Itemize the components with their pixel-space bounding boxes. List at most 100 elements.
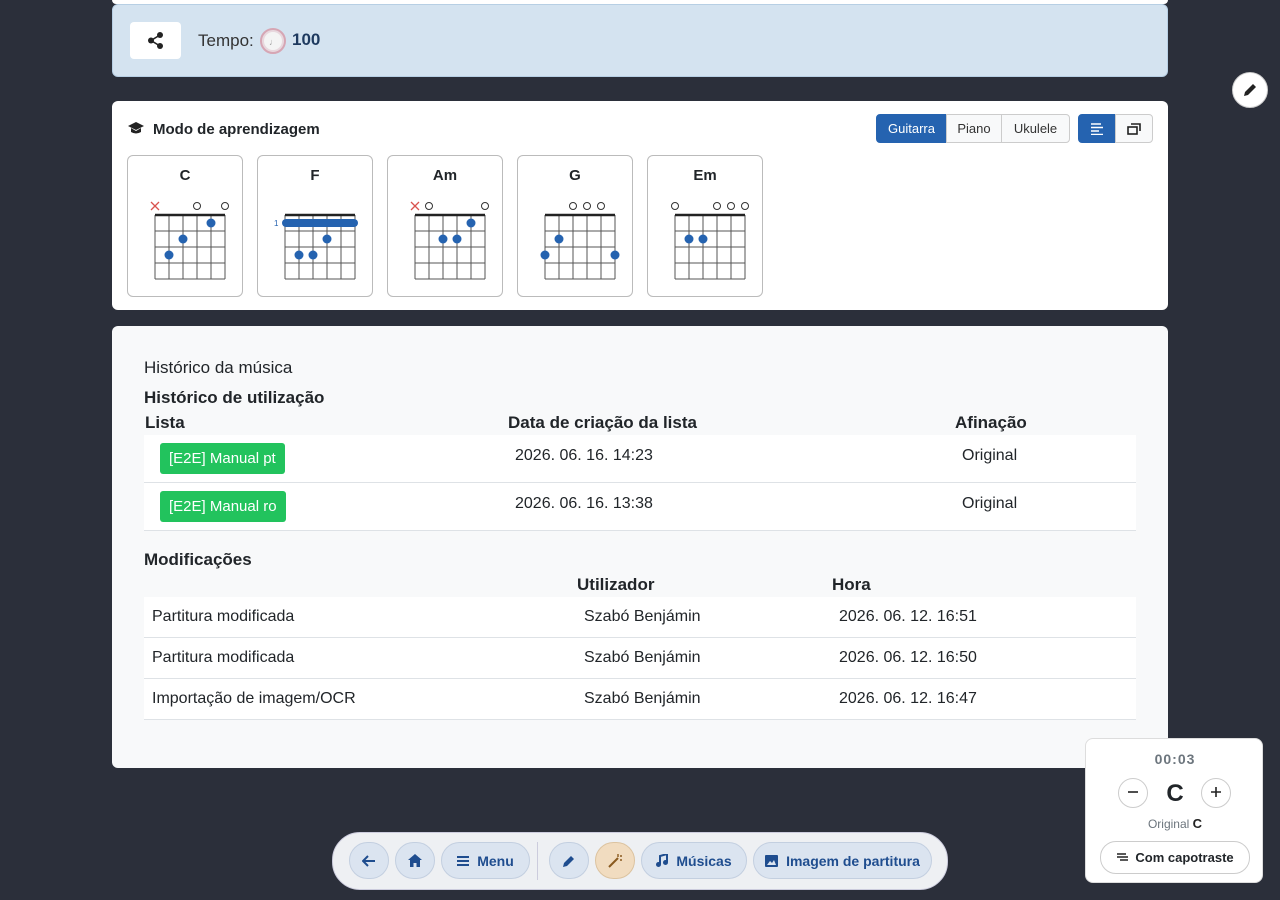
wand-icon: [608, 853, 622, 868]
home-icon: [408, 854, 422, 867]
menu-icon: [457, 855, 470, 866]
tempo-label: Tempo:: [198, 31, 254, 50]
metronome-icon[interactable]: ♩: [259, 27, 287, 55]
finger: [466, 218, 476, 228]
instrument-button[interactable]: Ukulele: [1001, 114, 1070, 143]
plus-icon: [1211, 787, 1221, 797]
list-icon: [1091, 122, 1103, 135]
chord-card[interactable]: Em: [647, 155, 763, 297]
chord-name: C: [179, 167, 191, 184]
column-header: Afinação: [955, 413, 1027, 432]
transpose-up[interactable]: [1201, 778, 1231, 808]
edit-tool-button[interactable]: [549, 842, 589, 879]
pencil-icon: [563, 855, 574, 867]
tuning: Original: [962, 447, 1018, 464]
modification-row: Partitura modificada Szabó Benjámin 2026. …: [144, 597, 1136, 638]
cell: Szabó Benjámin: [584, 608, 701, 625]
chord-name: Am: [432, 167, 458, 184]
cell: Partitura modificada: [152, 608, 295, 625]
usage-title: Histórico de utilização: [144, 388, 325, 407]
muted-string: [410, 201, 420, 211]
sheet-image-label: Imagem de partitura: [786, 852, 920, 869]
sheet-image-button[interactable]: Imagem de partitura: [753, 842, 932, 879]
music-icon: [656, 854, 669, 867]
column-header: Utilizador: [577, 575, 655, 594]
instrument-button[interactable]: Guitarra: [876, 114, 947, 143]
chord-diagram: [671, 202, 749, 280]
barre: [282, 219, 358, 227]
fret-number: 1: [274, 219, 279, 228]
tempo-value: 100: [292, 30, 321, 49]
open-string: [583, 202, 591, 210]
history-panel: Histórico da música Histórico de utiliza…: [112, 326, 1168, 768]
divider: [537, 842, 538, 880]
list-badge[interactable]: [E2E] Manual pt: [160, 443, 285, 474]
chord-card[interactable]: G: [517, 155, 633, 297]
instrument-button[interactable]: Piano: [946, 114, 1002, 143]
finger: [698, 234, 708, 244]
menu-button[interactable]: Menu: [441, 842, 530, 879]
magic-button[interactable]: [595, 842, 635, 879]
songs-button[interactable]: Músicas: [641, 842, 747, 879]
chord-diagram: [540, 202, 620, 280]
original-key: Original C: [1086, 816, 1264, 831]
finger: [322, 234, 332, 244]
cards-icon: [1127, 122, 1141, 135]
songs-label: Músicas: [676, 852, 732, 869]
view-list-button[interactable]: [1078, 114, 1116, 143]
history-title: Histórico da música: [144, 358, 293, 377]
list-badge[interactable]: [E2E] Manual ro: [160, 491, 286, 522]
cell: 2026. 06. 12. 16:51: [839, 608, 977, 625]
open-string: [221, 202, 229, 210]
column-header: Data de criação da lista: [508, 413, 697, 432]
tuning: Original: [962, 495, 1018, 512]
finger: [554, 234, 564, 244]
previous-panel-edge: [112, 0, 1168, 4]
arrow-icon: [362, 854, 375, 867]
view-cards-button[interactable]: [1115, 114, 1153, 143]
open-string: [597, 202, 605, 210]
finger: [308, 250, 318, 260]
chord-card[interactable]: C: [127, 155, 243, 297]
back-button[interactable]: [349, 842, 389, 879]
cell: Importação de imagem/OCR: [152, 690, 356, 707]
share-icon: [148, 32, 163, 49]
cell: 2026. 06. 12. 16:47: [839, 690, 977, 707]
tempo-bar: Tempo: ♩ 100: [112, 4, 1168, 77]
learning-title: Modo de aprendizagem: [153, 121, 320, 138]
finger: [206, 218, 216, 228]
chord-diagram: 1: [274, 213, 358, 280]
transpose-down[interactable]: [1118, 778, 1148, 808]
column-header: Hora: [832, 575, 871, 594]
cell: Szabó Benjámin: [584, 690, 701, 707]
finger: [684, 234, 694, 244]
finger: [178, 234, 188, 244]
toolbar: Menu Músicas Imagem de partitura: [332, 832, 948, 890]
open-string: [481, 202, 489, 210]
timer: 00:03: [1154, 751, 1196, 767]
image-icon: [765, 854, 779, 867]
current-key: C: [1166, 780, 1184, 807]
finger: [610, 250, 620, 260]
open-string: [741, 202, 749, 210]
home-button[interactable]: [395, 842, 435, 879]
original-key-value: C: [1192, 816, 1203, 831]
usage-row: [E2E] Manual pt 2026. 06. 16. 14:23 Orig…: [144, 435, 1136, 483]
edit-button[interactable]: [1232, 72, 1268, 108]
capo-label: Com capotraste: [1135, 850, 1234, 865]
cap-icon: [128, 122, 144, 134]
chord-diagram: [410, 201, 489, 280]
original-label: Original: [1147, 817, 1190, 831]
chord-card[interactable]: Am: [387, 155, 503, 297]
list-date: 2026. 06. 16. 14:23: [515, 447, 653, 464]
open-string: [569, 202, 577, 210]
cell: 2026. 06. 12. 16:50: [839, 649, 977, 666]
share-button[interactable]: [130, 22, 181, 59]
usage-row: [E2E] Manual ro 2026. 06. 16. 13:38 Orig…: [144, 483, 1136, 531]
column-header: Lista: [145, 413, 185, 432]
transpose-card: 00:03 C Original C Com capotraste: [1085, 738, 1263, 883]
open-string: [671, 202, 679, 210]
capo-button[interactable]: Com capotraste: [1100, 841, 1250, 874]
finger: [438, 234, 448, 244]
